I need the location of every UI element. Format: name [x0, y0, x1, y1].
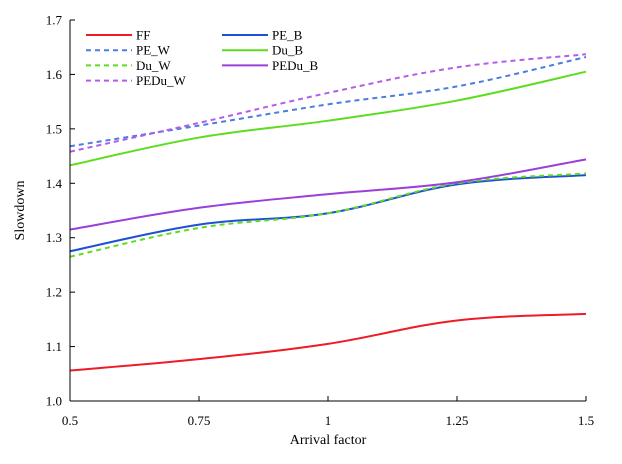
- x-tick-label: 1: [325, 413, 332, 428]
- legend-label: FF: [136, 28, 150, 43]
- legend-label: Du_B: [272, 43, 303, 58]
- legend: FF PE_B PE_W Du_B Du_W PEDu_B PEDu_W: [86, 28, 319, 88]
- legend-label: PEDu_W: [136, 73, 187, 88]
- y-tick-label: 1.2: [46, 285, 62, 300]
- x-axis-title: Arrival factor: [290, 433, 367, 448]
- y-tick-label: 1.7: [46, 13, 63, 28]
- legend-label: PE_B: [272, 28, 303, 43]
- x-tick-label: 0.75: [188, 413, 211, 428]
- y-tick-label: 1.3: [46, 230, 62, 245]
- x-tick-label: 0.5: [62, 413, 78, 428]
- ticks-layer: 1.0 1.1 1.2 1.3 1.4 1.5 1.6 1.7 0.5 0.75 1 1.25 1.5: [46, 13, 594, 429]
- legend-item: PE_B: [222, 28, 303, 43]
- series-line-du-b: [69, 70, 587, 167]
- legend-label: PEDu_B: [272, 58, 319, 73]
- legend-item: Du_W: [86, 58, 171, 73]
- y-tick-label: 1.6: [46, 67, 63, 82]
- y-tick-label: 1.5: [46, 121, 62, 136]
- series-line-ff: [69, 312, 587, 372]
- legend-item: PEDu_B: [222, 58, 319, 73]
- series-line-du-w: [69, 172, 587, 258]
- y-tick-label: 1.4: [46, 176, 63, 191]
- series-layer: [69, 53, 587, 372]
- y-tick-label: 1.0: [46, 394, 62, 409]
- legend-item: Du_B: [222, 43, 303, 58]
- x-tick-label: 1.5: [578, 413, 594, 428]
- legend-label: Du_W: [136, 58, 171, 73]
- series-line-pedu-b: [69, 158, 587, 231]
- y-tick-label: 1.1: [46, 339, 62, 354]
- y-axis-title: Slowdown: [13, 181, 28, 241]
- legend-item: FF: [86, 28, 150, 43]
- series-line-pedu-w: [69, 53, 587, 153]
- legend-label: PE_W: [136, 43, 171, 58]
- legend-item: PEDu_W: [86, 73, 187, 88]
- series-line-pe-w: [69, 56, 587, 148]
- x-tick-label: 1.25: [446, 413, 469, 428]
- legend-item: PE_W: [86, 43, 171, 58]
